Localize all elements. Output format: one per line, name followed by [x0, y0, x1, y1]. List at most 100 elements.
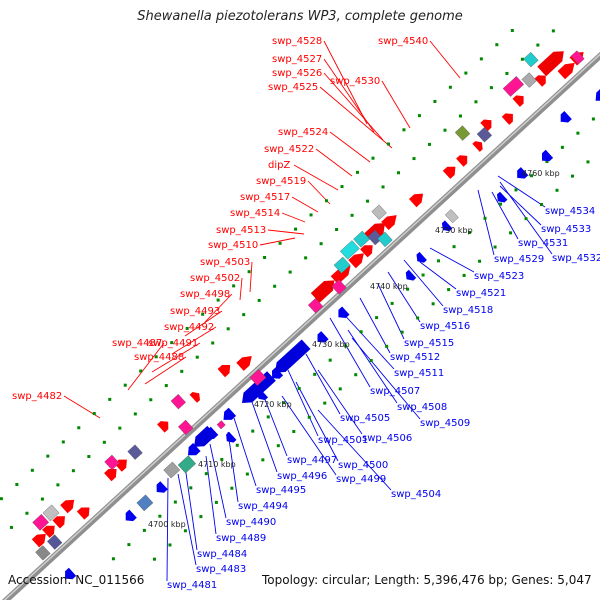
reverse-gene-arrow [442, 220, 453, 232]
connector-line [205, 455, 217, 535]
connector-line [151, 342, 201, 373]
tick-dot [87, 454, 91, 458]
tick-dot [520, 57, 524, 61]
connector-line [387, 271, 421, 323]
feature-box [42, 504, 60, 522]
feature-box [216, 420, 226, 430]
gene-label-reverse: swp_4533 [541, 224, 591, 235]
gene-label-forward: swp_4510 [208, 240, 258, 251]
connector-line [233, 417, 257, 487]
feature-box [333, 256, 351, 274]
ruler-label: 4720 kbp [254, 400, 292, 409]
tick-dot [226, 327, 230, 331]
reverse-gene-arrow [156, 481, 168, 493]
tick-dot [9, 525, 13, 529]
forward-gene-arrow [330, 265, 351, 285]
tick-dot [230, 486, 234, 490]
connector-line [403, 259, 444, 307]
genome-backbone [1, 51, 600, 600]
tick-dot [0, 497, 3, 501]
backbone-highlight [3, 53, 600, 600]
backbone-line [1, 51, 600, 600]
tick-dot [189, 486, 193, 490]
gene-label-reverse: swp_4523 [474, 271, 524, 282]
feature-box [163, 461, 181, 479]
gene-label-reverse: swp_4500 [338, 460, 388, 471]
reverse-gene-arrow [188, 443, 201, 456]
gene-label-forward: swp_4540 [378, 36, 428, 47]
tick-dot [325, 199, 329, 203]
tick-dot [555, 188, 559, 192]
reverse-gene-arrow [338, 306, 350, 318]
feature-box [32, 513, 50, 531]
reverse-gene-arrow [194, 425, 217, 447]
feature-box [570, 50, 585, 65]
connector-line [177, 473, 197, 566]
tick-dot [489, 86, 493, 90]
tick-dot [478, 259, 482, 263]
gene-label-forward: swp_4502 [190, 273, 240, 284]
tick-dot [266, 415, 270, 419]
gene-label-forward: swp_4488 [134, 352, 184, 363]
gene-label-reverse: swp_4489 [216, 533, 266, 544]
tick-dot [307, 415, 311, 419]
ruler-label: 4750 kbp [435, 226, 473, 235]
tick-dot [195, 355, 199, 359]
gene-label-reverse: swp_4481 [167, 580, 217, 591]
gene-label-reverse: swp_4532 [552, 253, 600, 264]
forward-gene-arrow [534, 75, 546, 87]
tick-dot [560, 145, 564, 149]
tick-dot [431, 302, 435, 306]
tick-dot [261, 458, 265, 462]
ruler-label: 4760 kbp [522, 169, 560, 178]
tick-dot [245, 472, 249, 476]
feature-box [377, 231, 393, 248]
tick-dot [371, 156, 375, 160]
tick-dot [168, 543, 172, 547]
tick-dot [185, 326, 189, 330]
forward-gene-arrow [310, 280, 335, 303]
tick-dot [498, 202, 502, 206]
connector-line [267, 229, 305, 235]
ruler-label: 4740 kbp [370, 282, 408, 291]
forward-gene-arrow [501, 113, 513, 125]
gene-labels: swp_4528 swp_4540 swp_4527 swp_4526 swp_4530… [12, 36, 600, 591]
connector-line [295, 381, 339, 462]
tick-dot [402, 128, 406, 132]
gene-label-reverse: swp_4497 [287, 455, 337, 466]
tick-dot [247, 270, 251, 274]
connector-line [209, 443, 227, 519]
tick-dot [443, 128, 447, 132]
tick-dot [355, 170, 359, 174]
connector-line [239, 277, 243, 301]
tick-dot [344, 344, 348, 348]
connector-line [317, 369, 363, 435]
feature-box [35, 545, 51, 561]
tick-dot [514, 188, 518, 192]
gene-label-reverse: swp_4504 [391, 489, 441, 500]
reverse-gene-arrow [275, 339, 311, 373]
feature-box [127, 444, 143, 460]
tick-dot [319, 242, 323, 246]
reverse-gene-arrow [542, 149, 554, 162]
gene-label-forward: swp_4522 [264, 144, 314, 155]
forward-gene-arrow [60, 499, 75, 514]
feature-box [331, 279, 347, 295]
forward-gene-arrow [472, 141, 483, 152]
connector-line [329, 131, 371, 163]
gene-label-reverse: swp_4516 [420, 321, 470, 332]
feature-box [339, 240, 360, 260]
tick-dot [495, 43, 499, 47]
tick-dot [462, 273, 466, 277]
gene-label-reverse: swp_4508 [397, 402, 447, 413]
tick-dot [474, 100, 478, 104]
feature-box [523, 51, 539, 68]
tick-dot [154, 355, 158, 359]
forward-gene-arrow [381, 215, 397, 230]
tick-dot [220, 457, 224, 461]
reverse-gene-arrow [405, 269, 417, 281]
forward-gene-arrow [537, 51, 564, 77]
tick-dot [448, 85, 452, 89]
connector-line [261, 391, 288, 457]
tick-dot [170, 341, 174, 345]
